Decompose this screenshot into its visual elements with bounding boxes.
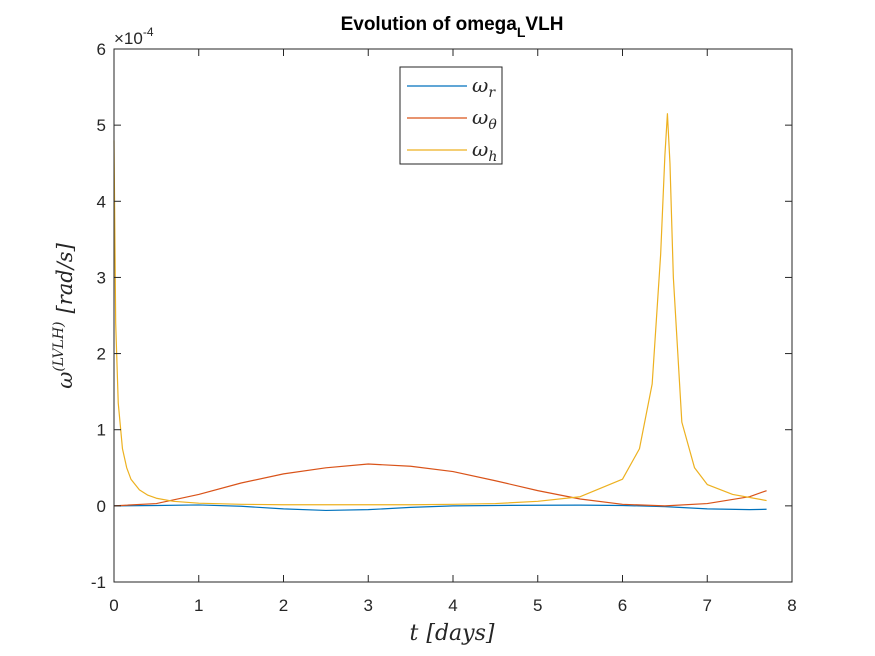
y-axis-label-unit: [rad/s]: [53, 242, 77, 313]
chart-title-prefix: Evolution of omega: [341, 14, 518, 35]
y-axis-label-superscript: (LVLH): [51, 321, 67, 371]
x-tick-label: 5: [533, 596, 542, 615]
legend-items: ωr ωθ ωh: [407, 73, 497, 165]
legend-box: [399, 66, 503, 165]
x-tick-label: 6: [618, 596, 627, 615]
y-tick-label: 0: [97, 497, 106, 516]
legend-label-θ: ωθ: [472, 105, 497, 133]
chart-title: Evolution of omegaLVLH: [341, 14, 564, 40]
x-axis-label-var: t: [410, 621, 419, 646]
x-axis: 0 1 2 3 4 5 6 7 8: [109, 49, 797, 615]
y-exponent-power: -4: [143, 25, 154, 39]
y-exponent-label: ×10-4: [114, 25, 154, 48]
x-tick-label: 7: [703, 596, 712, 615]
x-tick-label: 3: [364, 596, 373, 615]
x-tick-label: 4: [448, 596, 457, 615]
y-tick-label: 2: [97, 345, 106, 364]
y-exponent-times: ×10: [114, 29, 143, 48]
x-tick-label: 8: [787, 596, 796, 615]
series-line-θ: [113, 463, 767, 507]
chart-title-suffix: VLH: [525, 14, 563, 35]
series-line-r: [113, 504, 767, 512]
y-axis: -1 0 1 2 3 4 5 6: [91, 40, 792, 592]
legend[interactable]: ωr ωθ ωh: [399, 66, 503, 165]
y-tick-label: 3: [97, 268, 106, 287]
y-tick-label: 5: [97, 116, 106, 135]
legend-label-r: ωr: [472, 73, 496, 101]
series-line-h: [113, 113, 767, 506]
y-tick-label: 6: [97, 40, 106, 59]
x-tick-label: 0: [109, 596, 118, 615]
chart-title-subscript: L: [517, 24, 526, 40]
y-tick-label: 1: [97, 421, 106, 440]
x-tick-label: 2: [279, 596, 288, 615]
y-tick-label: 4: [97, 192, 106, 211]
series-layer: [113, 113, 767, 512]
y-tick-label: -1: [91, 573, 106, 592]
x-axis-label-unit: [days]: [426, 621, 495, 646]
x-axis-label: t [days]: [410, 621, 495, 646]
y-axis-label-base: ω: [53, 372, 77, 389]
y-axis-label: ω(LVLH) [rad/s]: [51, 242, 77, 388]
x-tick-label: 1: [194, 596, 203, 615]
legend-label-h: ωh: [472, 137, 497, 165]
